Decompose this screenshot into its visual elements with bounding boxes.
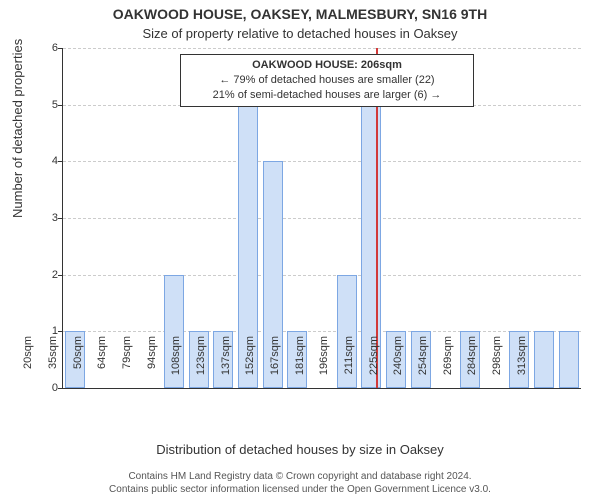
x-tick-label: 79sqm bbox=[121, 336, 133, 396]
histogram-bar bbox=[534, 331, 554, 388]
footer-line-2: Contains public sector information licen… bbox=[0, 484, 600, 497]
x-tick-label: 167sqm bbox=[269, 336, 281, 396]
x-tick-label: 152sqm bbox=[244, 336, 256, 396]
x-tick-label: 196sqm bbox=[318, 336, 330, 396]
infobox-larger-line: 21% of semi-detached houses are larger (… bbox=[187, 88, 467, 103]
x-tick-label: 298sqm bbox=[491, 336, 503, 396]
x-tick-label: 313sqm bbox=[516, 336, 528, 396]
chart-subtitle: Size of property relative to detached ho… bbox=[0, 26, 600, 41]
y-tick-mark bbox=[58, 275, 62, 276]
footer-line-1: Contains HM Land Registry data © Crown c… bbox=[0, 471, 600, 484]
x-tick-label: 123sqm bbox=[195, 336, 207, 396]
x-tick-label: 50sqm bbox=[72, 336, 84, 396]
infobox-smaller-line: ← 79% of detached houses are smaller (22… bbox=[187, 73, 467, 88]
x-tick-label: 225sqm bbox=[368, 336, 380, 396]
x-tick-label: 35sqm bbox=[47, 336, 59, 396]
y-tick-label: 6 bbox=[42, 42, 58, 54]
x-tick-label: 254sqm bbox=[417, 336, 429, 396]
x-tick-label: 94sqm bbox=[146, 336, 158, 396]
y-tick-label: 3 bbox=[42, 212, 58, 224]
x-axis-label: Distribution of detached houses by size … bbox=[0, 442, 600, 457]
gridline bbox=[63, 275, 581, 276]
histogram-bar bbox=[559, 331, 579, 388]
x-tick-label: 137sqm bbox=[220, 336, 232, 396]
x-tick-label: 240sqm bbox=[392, 336, 404, 396]
y-tick-label: 2 bbox=[42, 269, 58, 281]
infobox-header: OAKWOOD HOUSE: 206sqm bbox=[187, 58, 467, 73]
y-tick-mark bbox=[58, 105, 62, 106]
x-tick-label: 20sqm bbox=[22, 336, 34, 396]
footer-attribution: Contains HM Land Registry data © Crown c… bbox=[0, 471, 600, 496]
x-tick-label: 211sqm bbox=[343, 336, 355, 396]
y-tick-mark bbox=[58, 331, 62, 332]
chart-title: OAKWOOD HOUSE, OAKSEY, MALMESBURY, SN16 … bbox=[0, 6, 600, 22]
y-tick-label: 5 bbox=[42, 99, 58, 111]
gridline bbox=[63, 218, 581, 219]
y-tick-label: 4 bbox=[42, 155, 58, 167]
y-tick-mark bbox=[58, 161, 62, 162]
x-tick-label: 64sqm bbox=[96, 336, 108, 396]
x-tick-label: 108sqm bbox=[170, 336, 182, 396]
y-tick-mark bbox=[58, 218, 62, 219]
x-tick-label: 284sqm bbox=[466, 336, 478, 396]
x-tick-label: 181sqm bbox=[294, 336, 306, 396]
y-tick-mark bbox=[58, 48, 62, 49]
x-tick-label: 269sqm bbox=[442, 336, 454, 396]
gridline bbox=[63, 48, 581, 49]
y-axis-label: Number of detached properties bbox=[10, 39, 25, 218]
property-info-box: OAKWOOD HOUSE: 206sqm ← 79% of detached … bbox=[180, 54, 474, 107]
gridline bbox=[63, 331, 581, 332]
gridline bbox=[63, 161, 581, 162]
